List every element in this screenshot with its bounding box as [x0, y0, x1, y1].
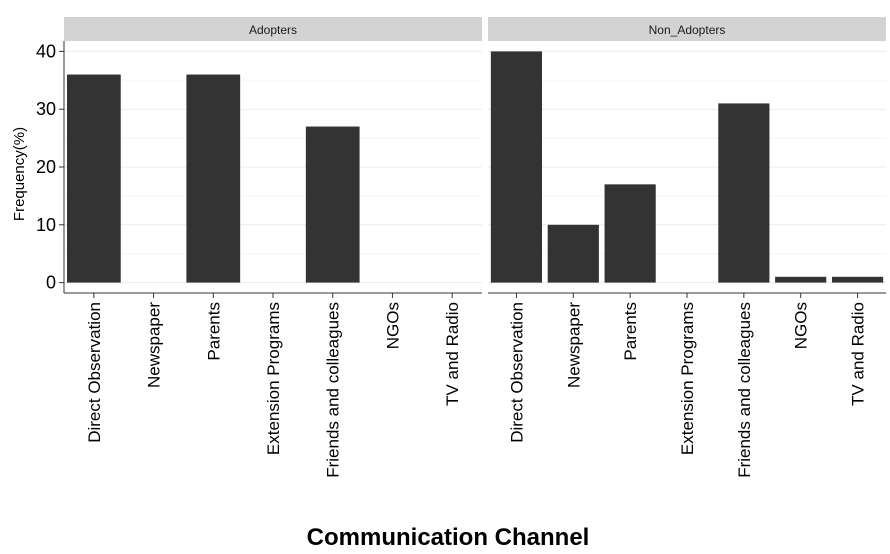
- x-tick-label: TV and Radio: [443, 302, 462, 406]
- x-axis-label: Communication Channel: [307, 524, 590, 551]
- y-tick-label: 20: [36, 157, 56, 177]
- x-tick-label: Direct Observation: [85, 302, 104, 443]
- x-tick-label: Extension Programs: [264, 302, 283, 455]
- panel-adopters: Adopters 0 10 20 30 40 Direct Observation Newsp…: [36, 17, 482, 478]
- x-tick-label: Friends and colleagues: [324, 302, 343, 478]
- x-tick-label: NGOs: [383, 302, 402, 349]
- bar-friends-and-colleagues: [718, 103, 769, 282]
- y-tick-label: 10: [36, 215, 56, 235]
- y-axis-label: Frequency(%): [11, 127, 28, 221]
- x-tick-label: NGOs: [792, 302, 811, 349]
- facet-strip-label: Adopters: [249, 23, 297, 37]
- bar-tv-and-radio: [832, 277, 883, 283]
- bar-parents: [186, 75, 240, 283]
- x-tick-label: Parents: [621, 302, 640, 361]
- bar-friends-and-colleagues: [306, 127, 360, 283]
- x-tick-label: Newspaper: [564, 302, 583, 388]
- x-tick-label: TV and Radio: [849, 302, 868, 406]
- y-tick-label: 0: [46, 273, 56, 293]
- x-tick-label: Direct Observation: [507, 302, 526, 443]
- panel-non-adopters: Non_Adopters Direct Observation Newspaper P…: [488, 17, 886, 478]
- facet-strip-label: Non_Adopters: [649, 23, 726, 37]
- x-tick-label: Newspaper: [145, 302, 164, 388]
- bar-ngos: [775, 277, 826, 283]
- y-tick-label: 40: [36, 41, 56, 61]
- y-tick-label: 30: [36, 99, 56, 119]
- x-tick-label: Extension Programs: [678, 302, 697, 455]
- bar-direct-observation: [67, 75, 121, 283]
- bar-newspaper: [548, 225, 599, 283]
- x-tick-label: Parents: [204, 302, 223, 361]
- x-tick-label: Friends and colleagues: [735, 302, 754, 478]
- bar-direct-observation: [491, 51, 542, 282]
- bar-parents: [605, 184, 656, 282]
